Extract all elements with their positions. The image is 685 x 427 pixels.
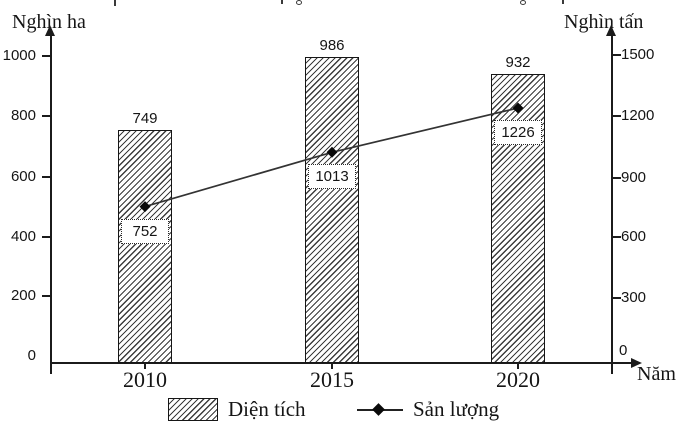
cropped-title-fragment bbox=[562, 0, 564, 4]
bar-value-label: 986 bbox=[319, 36, 345, 54]
left-axis-tick-label: 600 bbox=[10, 168, 36, 185]
left-axis-tick-mark bbox=[42, 236, 50, 238]
diamond-marker-icon bbox=[512, 102, 524, 114]
x-axis-year-label: 2010 bbox=[123, 367, 167, 392]
diamond-marker-icon bbox=[326, 146, 338, 158]
x-axis-tick-mark bbox=[331, 363, 333, 369]
right-axis-tick-mark bbox=[613, 177, 621, 179]
right-axis-tick-mark bbox=[613, 115, 621, 117]
right-axis-line bbox=[611, 35, 613, 374]
left-axis-tick-mark bbox=[42, 115, 50, 117]
bar-2010 bbox=[118, 130, 172, 363]
cropped-title-fragment bbox=[114, 0, 116, 6]
cropped-title-fragment bbox=[281, 0, 283, 4]
left-axis-title: Nghìn ha bbox=[12, 11, 86, 33]
left-axis-tick-label: 800 bbox=[10, 107, 36, 124]
legend-line-label: Sản lượng bbox=[413, 397, 500, 421]
right-axis-tick-mark bbox=[613, 54, 621, 56]
left-axis-arrow-icon bbox=[45, 25, 56, 36]
right-axis-tick-mark bbox=[613, 236, 621, 238]
legend-area-swatch bbox=[168, 398, 218, 421]
left-axis-tick-mark bbox=[42, 295, 50, 297]
bar-2015 bbox=[305, 56, 359, 363]
bar-value-label: 932 bbox=[505, 53, 531, 71]
left-axis-tick-label: 0 bbox=[27, 347, 36, 364]
x-axis-year-label: 2020 bbox=[496, 367, 540, 392]
left-axis-tick-mark bbox=[42, 176, 50, 178]
x-axis-title: Năm bbox=[637, 363, 676, 385]
x-axis-arrow-icon bbox=[631, 357, 642, 368]
left-axis-tick-mark bbox=[42, 55, 50, 57]
right-axis-arrow-icon bbox=[606, 25, 617, 36]
right-axis-tick-label: 1500 bbox=[621, 46, 655, 63]
line-value-box: 1226 bbox=[494, 119, 542, 145]
cropped-title-fragment bbox=[296, 0, 302, 5]
right-axis-tick-label: 600 bbox=[621, 228, 647, 245]
cropped-title-fragment bbox=[520, 0, 526, 5]
right-axis-title: Nghìn tấn bbox=[564, 11, 644, 33]
right-axis-tick-label: 1200 bbox=[621, 107, 655, 124]
line-value-box: 1013 bbox=[308, 164, 356, 190]
legend-area-label: Diện tích bbox=[228, 397, 306, 421]
x-axis-tick-mark bbox=[517, 363, 519, 369]
x-axis-tick-mark bbox=[144, 363, 146, 369]
left-axis-tick-label: 400 bbox=[10, 228, 36, 245]
x-axis-year-label: 2015 bbox=[310, 367, 354, 392]
right-axis-tick-label: 300 bbox=[621, 289, 647, 306]
right-axis-tick-label: 900 bbox=[621, 169, 647, 186]
left-axis-line bbox=[50, 35, 52, 374]
right-axis-tick-label: 0 bbox=[619, 342, 628, 359]
diamond-marker-icon bbox=[139, 201, 151, 213]
left-axis-tick-label: 200 bbox=[10, 287, 36, 304]
left-axis-tick-label: 1000 bbox=[2, 47, 36, 64]
line-value-box: 752 bbox=[121, 218, 169, 244]
bar-value-label: 749 bbox=[132, 110, 158, 128]
right-axis-tick-mark bbox=[613, 297, 621, 299]
